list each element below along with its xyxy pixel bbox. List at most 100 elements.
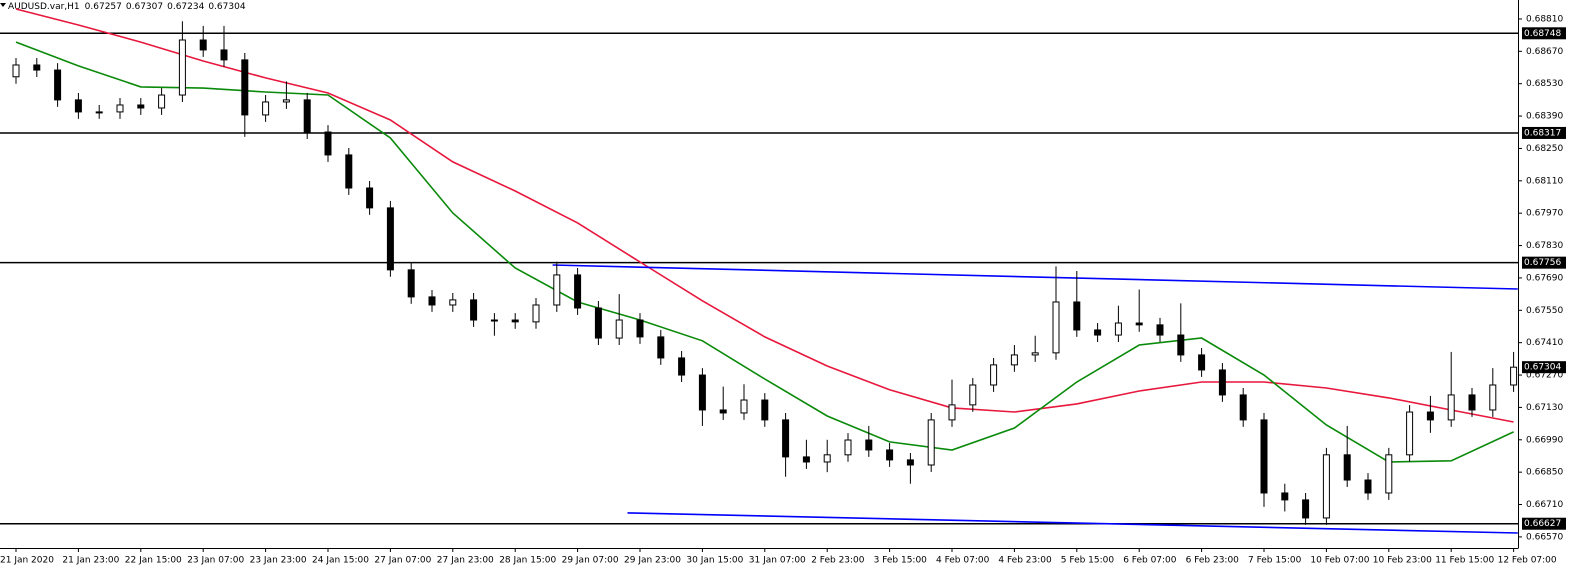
overlay-line xyxy=(627,512,1518,534)
candle-body xyxy=(449,299,457,306)
x-tick-label: 4 Feb 23:00 xyxy=(998,556,1052,566)
x-tick-label: 22 Jan 15:00 xyxy=(125,556,182,566)
candle-body xyxy=(12,64,20,78)
y-tick-label: 0.67410 xyxy=(1526,338,1563,348)
candle-body xyxy=(345,154,353,189)
x-tick-label: 4 Feb 07:00 xyxy=(936,556,990,566)
x-tick-label: 7 Feb 15:00 xyxy=(1248,556,1302,566)
candle-body xyxy=(1094,329,1102,336)
chart-header: AUDUSD.var,H1 0.67257 0.67307 0.67234 0.6730… xyxy=(8,2,246,12)
candle-body xyxy=(1260,419,1268,494)
candle-body xyxy=(698,374,706,411)
x-tick-label: 6 Feb 23:00 xyxy=(1186,556,1240,566)
candle-body xyxy=(116,104,124,113)
x-tick-label: 29 Jan 07:00 xyxy=(562,556,619,566)
x-tick-label: 23 Jan 23:00 xyxy=(250,556,307,566)
y-tick-label: 0.67970 xyxy=(1526,209,1563,219)
y-tick-label: 0.68530 xyxy=(1526,79,1563,89)
candle-body xyxy=(324,131,332,156)
candle-body xyxy=(969,384,977,406)
x-tick-label: 28 Jan 15:00 xyxy=(499,556,556,566)
candle-body xyxy=(220,49,228,61)
header-high: 0.67307 xyxy=(126,2,163,12)
candle-body xyxy=(1302,499,1310,519)
y-tick-label: 0.66570 xyxy=(1526,532,1563,542)
candle-body xyxy=(594,307,602,339)
overlay-line xyxy=(15,8,1514,423)
x-tick-label: 23 Jan 07:00 xyxy=(187,556,244,566)
y-tick-label: 0.66850 xyxy=(1526,468,1563,478)
y-tick-label: 0.68390 xyxy=(1526,112,1563,122)
x-tick-label: 21 Jan 2020 xyxy=(0,556,54,566)
x-tick-label: 5 Feb 15:00 xyxy=(1061,556,1115,566)
candle-body xyxy=(1468,394,1476,411)
candle-body xyxy=(761,399,769,421)
candle-body xyxy=(199,39,207,51)
candle-body xyxy=(948,404,956,421)
candle-body xyxy=(1114,322,1122,336)
candle-body xyxy=(407,269,415,298)
candle-body xyxy=(33,64,41,71)
candle-body xyxy=(54,69,62,101)
candle-body xyxy=(1052,301,1060,354)
candle-body xyxy=(906,459,914,466)
level-box xyxy=(1522,256,1566,269)
candle-body xyxy=(1343,454,1351,481)
candle-body xyxy=(636,319,644,338)
candle-body xyxy=(1198,354,1206,371)
candle-body xyxy=(553,274,561,306)
candle-body xyxy=(1489,384,1497,411)
y-tick-label: 0.68250 xyxy=(1526,144,1563,154)
y-tick-label: 0.68670 xyxy=(1526,47,1563,57)
candle-body xyxy=(844,439,852,456)
header-open: 0.67257 xyxy=(85,2,122,12)
candle-body xyxy=(282,99,290,103)
current-price-label: 0.67304 xyxy=(1524,363,1561,373)
x-tick-label: 3 Feb 15:00 xyxy=(874,556,928,566)
header-close: 0.67304 xyxy=(208,2,245,12)
y-tick-label: 0.67270 xyxy=(1526,371,1563,381)
candle-body xyxy=(490,319,498,322)
candle-body xyxy=(1031,352,1039,356)
candle-body xyxy=(1073,301,1081,331)
y-tick-label: 0.68810 xyxy=(1526,14,1563,24)
header-low: 0.67234 xyxy=(167,2,204,12)
candle-body xyxy=(386,207,394,271)
candle-body xyxy=(1218,369,1226,396)
candle-body xyxy=(678,357,686,376)
x-tick-label: 31 Jan 07:00 xyxy=(749,556,806,566)
candle-body xyxy=(511,319,519,323)
level-box xyxy=(1522,126,1566,139)
candle-body xyxy=(303,99,311,133)
level-box xyxy=(1522,27,1566,40)
level-box xyxy=(1522,517,1566,530)
candle-body xyxy=(1239,394,1247,421)
level-label: 0.68748 xyxy=(1524,29,1561,39)
x-tick-label: 29 Jan 23:00 xyxy=(624,556,681,566)
candle-body xyxy=(1322,454,1330,519)
candle-body xyxy=(615,319,623,339)
x-tick-label: 6 Feb 07:00 xyxy=(1123,556,1177,566)
candle-body xyxy=(262,101,270,116)
candle-body xyxy=(1010,354,1018,366)
header-icon xyxy=(0,3,6,7)
candle-body xyxy=(1510,366,1518,386)
x-tick-label: 11 Feb 15:00 xyxy=(1435,556,1494,566)
candle-body xyxy=(657,336,665,359)
candle-body xyxy=(1385,454,1393,494)
candle-body xyxy=(428,296,436,306)
candle-body xyxy=(1406,411,1414,456)
candle-body xyxy=(886,449,894,461)
x-tick-label: 10 Feb 23:00 xyxy=(1373,556,1432,566)
x-tick-label: 2 Feb 23:00 xyxy=(811,556,865,566)
x-tick-label: 21 Jan 23:00 xyxy=(62,556,119,566)
candle-body xyxy=(802,456,810,463)
candle-body xyxy=(1281,492,1289,501)
candle-body xyxy=(823,454,831,463)
candle-body xyxy=(1177,334,1185,356)
overlay-line xyxy=(552,264,1518,290)
candle-body xyxy=(1364,479,1372,494)
candle-body xyxy=(95,111,103,114)
